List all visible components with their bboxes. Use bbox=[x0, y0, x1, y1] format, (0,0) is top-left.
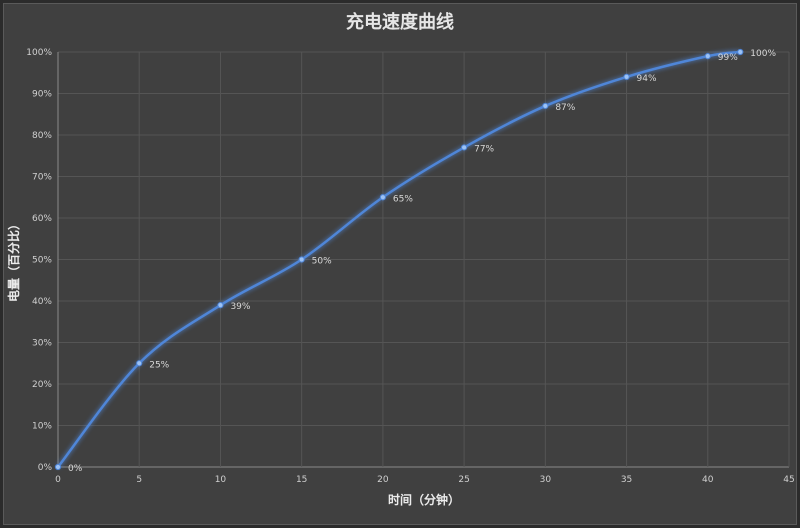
x-tick-label: 45 bbox=[783, 475, 794, 485]
x-tick-label: 25 bbox=[458, 475, 469, 485]
data-label: 39% bbox=[230, 302, 250, 312]
x-tick-label: 10 bbox=[215, 475, 227, 485]
data-label: 50% bbox=[312, 257, 332, 267]
data-point bbox=[217, 302, 224, 309]
y-tick-label: 100% bbox=[26, 48, 52, 58]
x-tick-label: 40 bbox=[702, 475, 714, 485]
series-line bbox=[57, 50, 741, 468]
y-tick-label: 60% bbox=[32, 214, 52, 224]
chart-frame bbox=[3, 3, 797, 525]
data-point bbox=[623, 73, 630, 81]
data-label: 87% bbox=[555, 103, 575, 113]
data-label: 94% bbox=[637, 74, 657, 84]
data-point bbox=[298, 256, 305, 263]
data-point bbox=[379, 194, 386, 201]
data-point bbox=[542, 102, 549, 110]
y-tick-label: 50% bbox=[32, 256, 52, 266]
data-point bbox=[54, 463, 62, 471]
x-axis-title: 时间（分钟） bbox=[388, 492, 460, 507]
y-tick-label: 20% bbox=[32, 380, 52, 390]
x-tick-label: 5 bbox=[136, 475, 142, 485]
grid bbox=[57, 51, 790, 468]
y-tick-label: 30% bbox=[32, 339, 52, 349]
x-tick-label: 30 bbox=[540, 475, 552, 485]
data-point bbox=[136, 360, 143, 367]
y-tick-label: 70% bbox=[32, 173, 52, 183]
data-label: 99% bbox=[718, 53, 738, 63]
data-label: 25% bbox=[149, 360, 169, 370]
data-point bbox=[461, 144, 468, 151]
y-tick-label: 80% bbox=[32, 131, 52, 141]
data-label: 77% bbox=[474, 144, 494, 154]
x-tick-label: 0 bbox=[55, 475, 61, 485]
x-tick-label: 20 bbox=[377, 475, 389, 485]
y-tick-label: 90% bbox=[32, 90, 52, 100]
y-tick-label: 40% bbox=[32, 297, 52, 307]
y-tick-label: 0% bbox=[38, 463, 53, 473]
data-label: 0% bbox=[68, 464, 83, 474]
data-point bbox=[737, 48, 744, 56]
data-label: 100% bbox=[750, 49, 776, 59]
x-tick-label: 15 bbox=[296, 475, 307, 485]
axis-ticks: 0% 10% 20% 30% 40% 50% 60% 70% 80% 90% 100% 0 5 10 15 2… bbox=[26, 48, 794, 485]
y-tick-label: 10% bbox=[32, 422, 52, 432]
series-layer: 0% 25% 39% 50% 65% 77% 87% 94% 99% 100% bbox=[54, 48, 776, 474]
data-label: 65% bbox=[393, 194, 413, 204]
y-axis-title: 电量（百分比） bbox=[6, 218, 21, 302]
chart-title: 充电速度曲线 bbox=[346, 12, 454, 33]
x-tick-label: 35 bbox=[621, 475, 632, 485]
data-point bbox=[704, 53, 711, 60]
